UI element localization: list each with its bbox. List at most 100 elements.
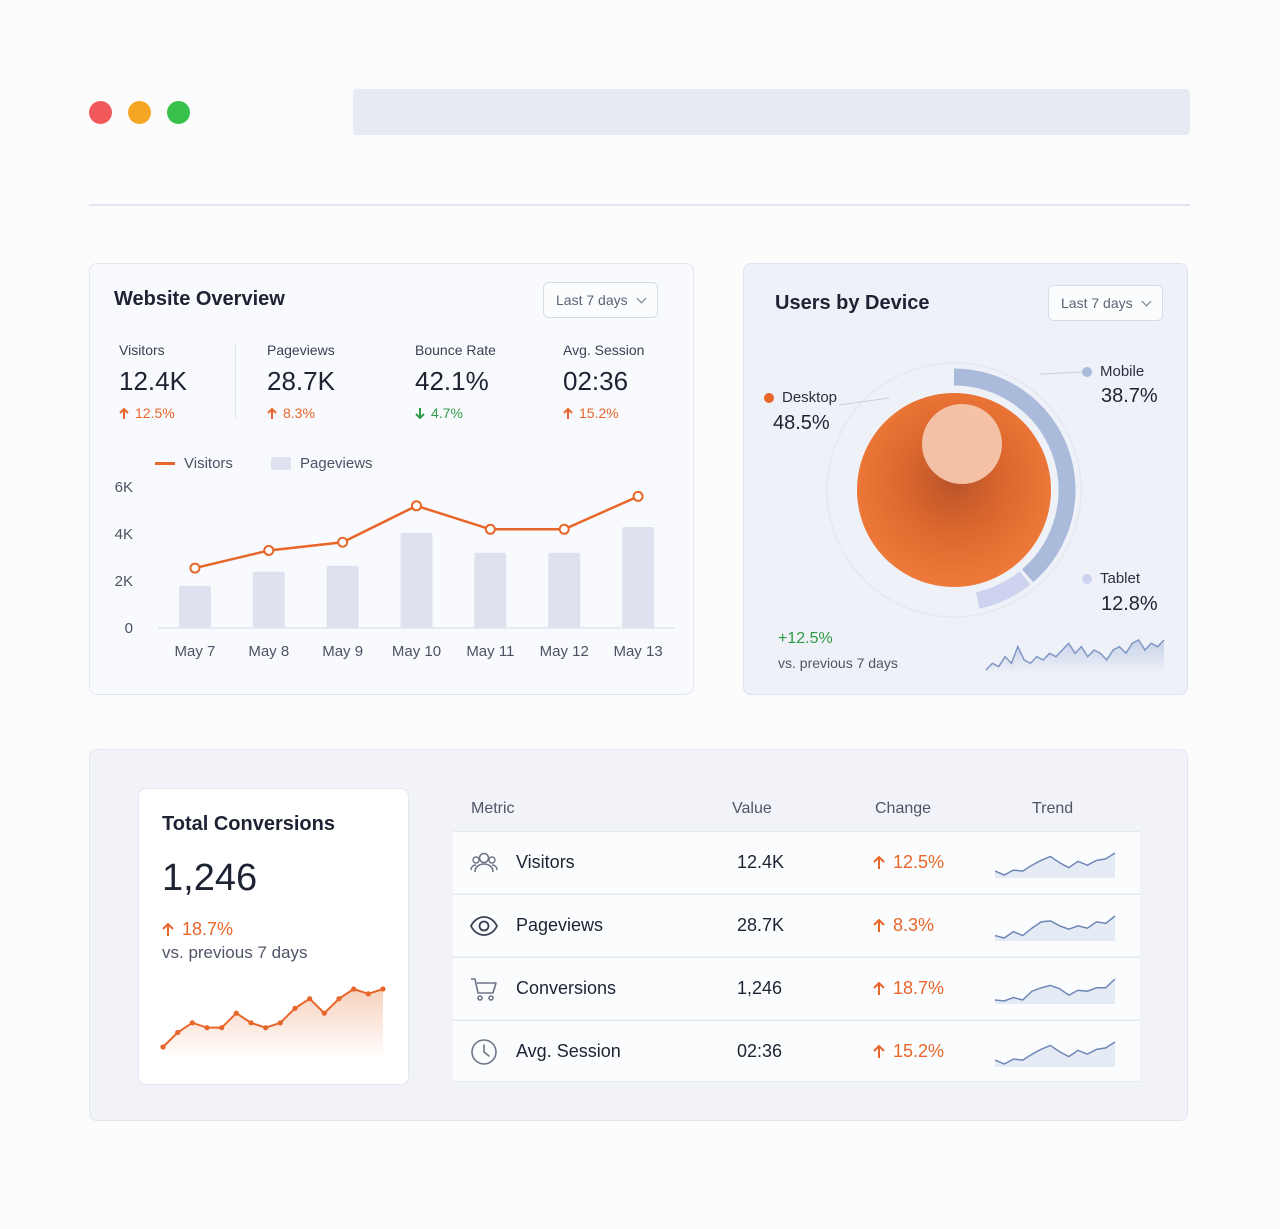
mobile-legend: Mobile: [1082, 363, 1144, 380]
device-range-label: Last 7 days: [1061, 295, 1133, 311]
tablet-label: Tablet: [1100, 570, 1141, 587]
visitors-point: [632, 490, 644, 502]
row-change-value: 8.3%: [893, 915, 935, 935]
table-row[interactable]: Conversions 1,246 18.7%: [453, 957, 1140, 1019]
kpi-change-value: 8.3%: [283, 405, 315, 421]
y-tick-label: 0: [125, 620, 133, 637]
mobile-segment: [953, 368, 1076, 583]
table-row[interactable]: Pageviews 28.7K 8.3%: [453, 894, 1140, 956]
row-metric: Avg. Session: [516, 1041, 621, 1061]
donut-outer-ring: [826, 362, 1082, 618]
pageviews-bar: [326, 565, 359, 628]
conversions-change-value: 18.7%: [182, 919, 234, 939]
header-trend: Trend: [1032, 800, 1074, 817]
table-row[interactable]: Avg. Session 02:36 15.2%: [453, 1020, 1140, 1082]
clock-icon: [471, 1039, 497, 1065]
conversions-point: [175, 1029, 181, 1036]
x-tick-label: May 11: [466, 643, 514, 660]
header-change: Change: [875, 800, 932, 817]
overview-title: Website Overview: [114, 288, 285, 310]
trend-line: [994, 978, 1116, 1002]
users-icon: [470, 852, 498, 873]
kpi-label: Bounce Rate: [415, 342, 496, 358]
device-sparkline: [985, 639, 1165, 671]
conversions-sparkline: [162, 987, 384, 1048]
kpi-value: 12.4K: [119, 366, 187, 396]
desktop-value: 48.5%: [773, 412, 830, 434]
pageviews-bar: [622, 526, 655, 628]
desktop-label: Desktop: [782, 389, 838, 406]
conversions-point: [160, 1044, 166, 1050]
y-tick-label: 4K: [115, 526, 133, 543]
overview-range-dropdown[interactable]: Last 7 days: [543, 282, 658, 318]
kpi-value: 28.7K: [267, 366, 335, 396]
row-change: 12.5%: [873, 852, 944, 873]
kpi-change-value: 4.7%: [431, 405, 463, 421]
visitors-point: [484, 523, 496, 535]
donut-highlight: [922, 404, 1002, 484]
pageviews-bar: [548, 552, 581, 628]
row-change: 15.2%: [873, 1041, 944, 1062]
x-tick-label: May 13: [613, 643, 662, 660]
conversions-title: Total Conversions: [162, 813, 335, 835]
kpi-avg-session: Avg. Session 02:36 15.2%: [563, 342, 644, 421]
mobile-value: 38.7%: [1101, 385, 1158, 407]
device-title: Users by Device: [775, 292, 930, 314]
row-change-value: 12.5%: [893, 852, 945, 872]
trend-line: [994, 915, 1116, 939]
header-divider: [89, 204, 1190, 206]
eye-icon: [469, 916, 499, 936]
row-metric: Pageviews: [516, 915, 604, 935]
visitors-point: [189, 562, 201, 574]
row-change-value: 15.2%: [893, 1041, 945, 1061]
arrow-up-icon: [873, 1044, 885, 1058]
kpi-label: Avg. Session: [563, 342, 645, 358]
legend-line-swatch: [155, 462, 175, 465]
address-bar[interactable]: [353, 89, 1190, 135]
header-value: Value: [732, 800, 772, 817]
conversions-note: vs. previous 7 days: [162, 943, 308, 962]
device-range-dropdown[interactable]: Last 7 days: [1048, 285, 1163, 321]
kpi-pageviews: Pageviews 28.7K 8.3%: [267, 342, 335, 421]
conversions-point: [292, 1005, 298, 1011]
visitors-point: [337, 536, 349, 548]
desktop-leader-line: [838, 397, 890, 406]
conversions-point: [219, 1025, 225, 1031]
row-change: 8.3%: [873, 915, 934, 936]
tablet-segment: [975, 571, 1031, 609]
conversions-point: [204, 1025, 210, 1031]
row-metric: Conversions: [516, 978, 617, 998]
x-tick-label: May 9: [322, 643, 363, 660]
visitors-point: [263, 544, 275, 556]
header-metric: Metric: [471, 800, 515, 817]
device-growth-note: vs. previous 7 days: [778, 655, 898, 671]
visitors-point: [558, 523, 570, 535]
table-row[interactable]: Visitors 12.4K 12.5%: [453, 831, 1140, 893]
conversions-point: [321, 1010, 327, 1016]
row-trend-sparkline: [994, 1041, 1116, 1067]
kpi-bounce-rate: Bounce Rate 42.1% 4.7%: [415, 342, 496, 421]
conversions-point: [336, 996, 342, 1002]
mobile-dot: [1082, 366, 1092, 377]
arrow-up-icon: [873, 981, 885, 995]
total-conversions-card: Total Conversions 1,246 18.7% vs. previo…: [138, 788, 409, 1085]
trend-line: [994, 1041, 1116, 1065]
conversions-point: [380, 986, 386, 992]
conversions-point: [233, 1010, 239, 1016]
conversions-point: [263, 1025, 269, 1031]
kpi-value: 42.1%: [415, 366, 489, 396]
device-donut-chart: [826, 362, 1165, 674]
desktop-legend: Desktop: [764, 389, 837, 406]
maximize-window-button[interactable]: [167, 101, 190, 124]
minimize-window-button[interactable]: [128, 101, 151, 124]
kpi-change-value: 15.2%: [579, 405, 619, 421]
row-trend-sparkline: [994, 852, 1116, 878]
kpi-visitors: Visitors 12.4K 12.5%: [119, 342, 187, 421]
conversions-point: [248, 1020, 254, 1026]
close-window-button[interactable]: [89, 101, 112, 124]
legend-label: Pageviews: [300, 455, 373, 472]
arrow-up-icon: [162, 922, 174, 936]
cart-icon: [471, 978, 497, 1001]
kpi-label: Visitors: [119, 342, 165, 358]
arrow-up-icon: [873, 855, 885, 869]
